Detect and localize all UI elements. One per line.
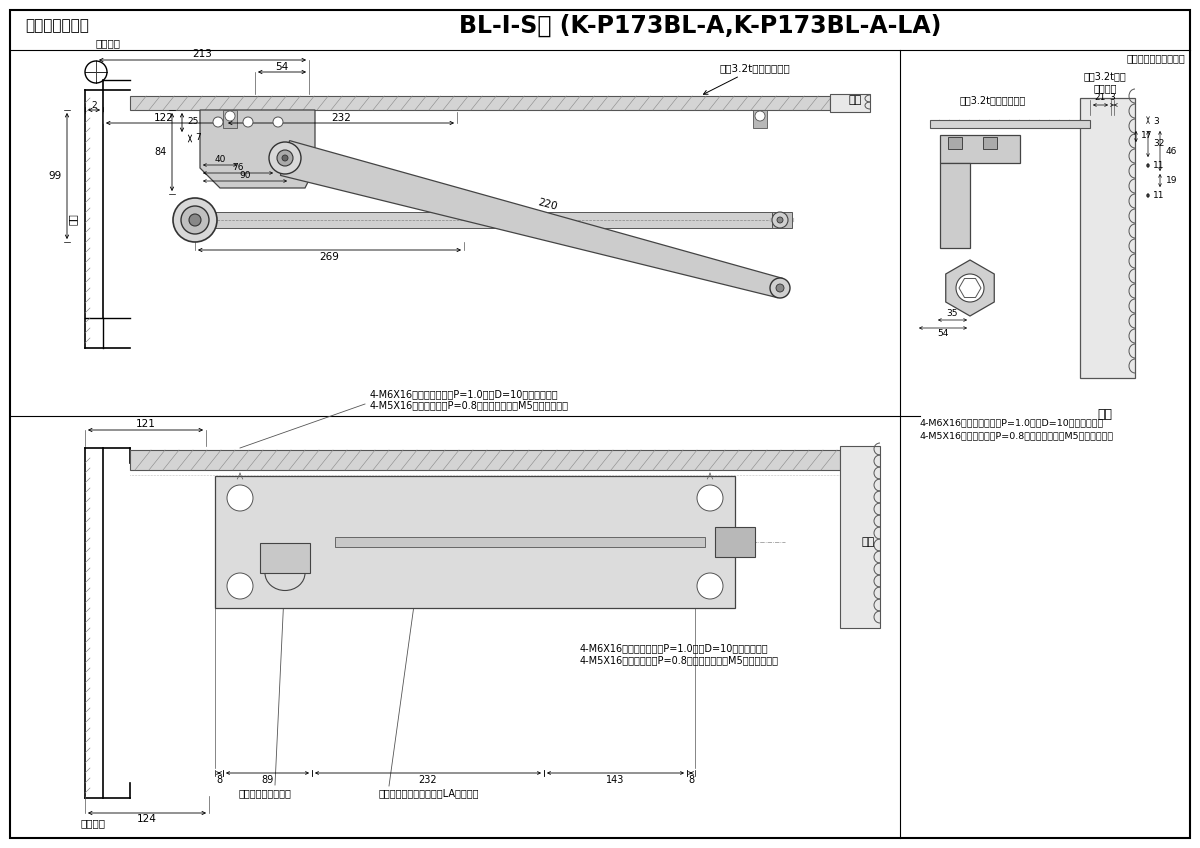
Circle shape xyxy=(214,117,223,127)
Text: 90: 90 xyxy=(239,170,251,180)
Bar xyxy=(215,476,734,608)
Text: 4-M6X16特丸皿小ネジ（P=1.0）（D=10）ステンレス: 4-M6X16特丸皿小ネジ（P=1.0）（D=10）ステンレス xyxy=(580,643,769,653)
Bar xyxy=(715,527,755,557)
Circle shape xyxy=(282,155,288,161)
Circle shape xyxy=(226,111,235,121)
Text: 89: 89 xyxy=(262,775,274,785)
Circle shape xyxy=(274,117,283,127)
Text: 11: 11 xyxy=(1153,191,1164,200)
Circle shape xyxy=(778,217,784,223)
Circle shape xyxy=(697,485,722,511)
Text: 122: 122 xyxy=(154,113,174,123)
Text: 35: 35 xyxy=(947,310,959,319)
Circle shape xyxy=(173,198,217,242)
Circle shape xyxy=(755,111,766,121)
Text: 124: 124 xyxy=(137,814,157,824)
Text: 3: 3 xyxy=(1153,116,1159,126)
Text: 8: 8 xyxy=(216,775,222,785)
Circle shape xyxy=(242,117,253,127)
Circle shape xyxy=(772,212,788,228)
Bar xyxy=(130,450,840,470)
Circle shape xyxy=(956,274,984,302)
Text: 本図は左開きを示す。: 本図は左開きを示す。 xyxy=(1127,53,1186,63)
Circle shape xyxy=(227,573,253,599)
Text: 4-M6X16特丸皿小ネジ（P=1.0）（D=10）ステンレス: 4-M6X16特丸皿小ネジ（P=1.0）（D=10）ステンレス xyxy=(920,418,1104,427)
Text: ドア: ドア xyxy=(848,95,862,105)
Circle shape xyxy=(277,150,293,166)
Text: 32: 32 xyxy=(1153,140,1164,148)
Text: 25: 25 xyxy=(187,118,198,126)
Text: 21: 21 xyxy=(1094,93,1106,103)
Text: ドア: ドア xyxy=(862,537,875,547)
Text: ドア吊芯: ドア吊芯 xyxy=(80,818,106,828)
Bar xyxy=(754,110,767,128)
Text: 2: 2 xyxy=(91,101,97,109)
Text: 7: 7 xyxy=(194,133,200,142)
Text: 11: 11 xyxy=(1153,161,1164,170)
Bar xyxy=(948,137,962,149)
Text: 8: 8 xyxy=(688,775,694,785)
Text: 84: 84 xyxy=(155,147,167,157)
Text: 19: 19 xyxy=(1166,176,1177,185)
Bar xyxy=(223,110,238,128)
Bar xyxy=(772,212,792,228)
Text: 裏板3.2t以上
（別途）: 裏板3.2t以上 （別途） xyxy=(1084,71,1127,93)
Circle shape xyxy=(770,278,790,298)
Text: 232: 232 xyxy=(331,113,350,123)
Text: 扉枠: 扉枠 xyxy=(68,213,78,225)
Bar xyxy=(260,543,310,573)
Text: 54: 54 xyxy=(937,330,949,338)
Text: 4-M5X16丸皿小ネジ（P=0.8）ステンレス（M5仕様の場合）: 4-M5X16丸皿小ネジ（P=0.8）ステンレス（M5仕様の場合） xyxy=(920,431,1114,440)
Bar xyxy=(940,135,1020,163)
Text: ラッチング調整バルブ（LA付のみ）: ラッチング調整バルブ（LA付のみ） xyxy=(379,788,479,798)
Bar xyxy=(983,137,997,149)
Text: 40: 40 xyxy=(215,154,226,164)
Bar xyxy=(335,537,706,547)
Text: 54: 54 xyxy=(275,62,289,72)
Text: 17: 17 xyxy=(1141,131,1152,141)
Text: 4-M5X16丸皿小ネジ（P=0.8）ステンレス（M5仕様の場合）: 4-M5X16丸皿小ネジ（P=0.8）ステンレス（M5仕様の場合） xyxy=(370,400,569,410)
Text: ドア: ドア xyxy=(1098,408,1112,421)
Text: 閉扉速度調整バルブ: 閉扉速度調整バルブ xyxy=(239,788,292,798)
Bar xyxy=(940,163,970,248)
Text: 4-M5X16丸皿小ネジ（P=0.8）ステンレス（M5仕様の場合）: 4-M5X16丸皿小ネジ（P=0.8）ステンレス（M5仕様の場合） xyxy=(580,655,779,665)
Text: 213: 213 xyxy=(192,49,212,59)
Text: 232: 232 xyxy=(419,775,437,785)
Circle shape xyxy=(190,214,202,226)
Circle shape xyxy=(269,142,301,174)
Polygon shape xyxy=(946,260,995,316)
Text: 76: 76 xyxy=(233,163,244,171)
Text: 99: 99 xyxy=(49,171,62,181)
Circle shape xyxy=(697,573,722,599)
Text: 裏板3.2t以上（別途）: 裏板3.2t以上（別途） xyxy=(703,63,791,94)
Circle shape xyxy=(776,284,784,292)
Text: 121: 121 xyxy=(136,419,156,429)
Bar xyxy=(205,212,772,228)
Text: 4-M6X16特丸皿小ネジ（P=1.0）（D=10）ステンレス: 4-M6X16特丸皿小ネジ（P=1.0）（D=10）ステンレス xyxy=(370,389,559,399)
Bar xyxy=(840,446,880,628)
Text: 143: 143 xyxy=(606,775,625,785)
Text: 裏板3.2t以上（別途）: 裏板3.2t以上（別途） xyxy=(960,95,1026,105)
Bar xyxy=(130,96,830,110)
Bar xyxy=(930,120,1090,128)
Bar xyxy=(830,94,870,112)
Text: 3: 3 xyxy=(1110,93,1115,103)
Text: 269: 269 xyxy=(319,252,340,262)
Text: ドア吊芯: ドア吊芯 xyxy=(96,38,121,48)
Polygon shape xyxy=(200,110,314,188)
Text: 46: 46 xyxy=(1166,147,1177,155)
Text: 段付ブラケット: 段付ブラケット xyxy=(25,19,89,34)
Polygon shape xyxy=(281,141,782,298)
Text: 220: 220 xyxy=(536,198,558,212)
Bar xyxy=(1080,98,1135,378)
Text: BL-Ⅰ-S型 (K-P173BL-A,K-P173BL-A-LA): BL-Ⅰ-S型 (K-P173BL-A,K-P173BL-A-LA) xyxy=(458,14,941,38)
Circle shape xyxy=(227,485,253,511)
Circle shape xyxy=(181,206,209,234)
